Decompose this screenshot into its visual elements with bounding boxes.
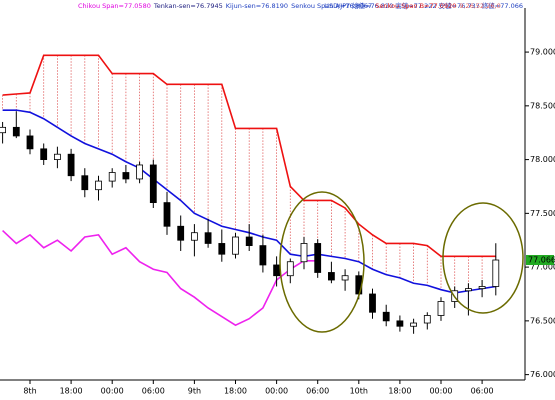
candle-body <box>204 232 212 244</box>
legend-entry: Chikou Span=77.0580 <box>78 2 151 10</box>
x-tick-label: 00:00 <box>101 387 124 396</box>
candle-body <box>108 172 116 182</box>
y-tick-label: 79.000 <box>530 48 555 57</box>
last-price-label: 77.066 <box>528 256 555 265</box>
last-price-box <box>526 255 554 266</box>
x-tick-label: 00:00 <box>265 387 288 396</box>
highlight-ellipse <box>279 191 365 333</box>
legend-entry: Senkou Span B=77.0920 <box>375 2 456 10</box>
candle-body <box>232 236 239 255</box>
y-tick-label: 77.000 <box>530 263 555 272</box>
candle-body <box>218 243 226 255</box>
x-tick-label: 06:00 <box>142 387 165 396</box>
candle-body <box>67 153 75 177</box>
symbol-info: USD/JPY 始値=76.820 高値=77.222 安値=76.737 終値… <box>324 1 523 10</box>
candle-body <box>286 261 294 277</box>
legend-entry: Kijun-sen=76.8190 <box>226 2 288 10</box>
candle-body <box>369 293 376 313</box>
highlight-ellipse <box>442 202 524 314</box>
candle-body <box>410 322 418 327</box>
candle-body <box>81 175 89 191</box>
candle-body <box>122 172 130 180</box>
candle-body <box>464 288 472 292</box>
candle-body <box>300 243 308 263</box>
candle-body <box>314 243 322 273</box>
candle-body <box>0 126 7 134</box>
x-tick-label: 00:00 <box>429 387 452 396</box>
x-tick-label: 18:00 <box>224 387 247 396</box>
candle-body <box>478 286 486 290</box>
x-tick-label: 06:00 <box>306 387 329 396</box>
candle-body <box>382 311 390 322</box>
candle-body <box>149 164 157 204</box>
y-tick-label: 76.500 <box>530 316 555 325</box>
indicator-line <box>2 54 496 258</box>
candle-body <box>327 272 335 281</box>
legend-entry: Senkou Span A=76.8067 <box>291 2 372 10</box>
candle-body <box>177 225 185 241</box>
candle-body <box>341 275 349 281</box>
y-tick-label: 77.500 <box>530 209 555 218</box>
y-tick-label: 76.000 <box>530 370 555 379</box>
candle-body <box>423 315 431 324</box>
candle-body <box>492 259 500 287</box>
x-tick-label: 18:00 <box>60 387 83 396</box>
candle-body <box>12 126 20 137</box>
x-tick-label: 8th <box>23 387 36 396</box>
candle-body <box>190 232 198 241</box>
y-tick-label: 78.500 <box>530 101 555 110</box>
x-tick-label: 06:00 <box>471 387 494 396</box>
candle-body <box>54 153 61 160</box>
x-tick-label: 18:00 <box>388 387 411 396</box>
candle-body <box>136 164 144 180</box>
x-tick-label: 9th <box>188 387 201 396</box>
candle-body <box>437 301 445 316</box>
candle-body <box>396 320 404 327</box>
candle-body <box>273 264 281 277</box>
indicator-line <box>2 229 318 327</box>
legend-entry: 9,26,52,26,0 <box>459 2 500 10</box>
candle-body <box>40 148 48 160</box>
candle-body <box>26 135 34 150</box>
y-tick-label: 78.000 <box>530 155 555 164</box>
x-tick-label: 10th <box>350 387 368 396</box>
candle-body <box>245 236 253 247</box>
candle-body <box>95 180 102 191</box>
candle-body <box>163 202 171 227</box>
legend-entry: Tenkan-sen=76.7945 <box>153 2 223 10</box>
candle-body <box>259 245 267 266</box>
